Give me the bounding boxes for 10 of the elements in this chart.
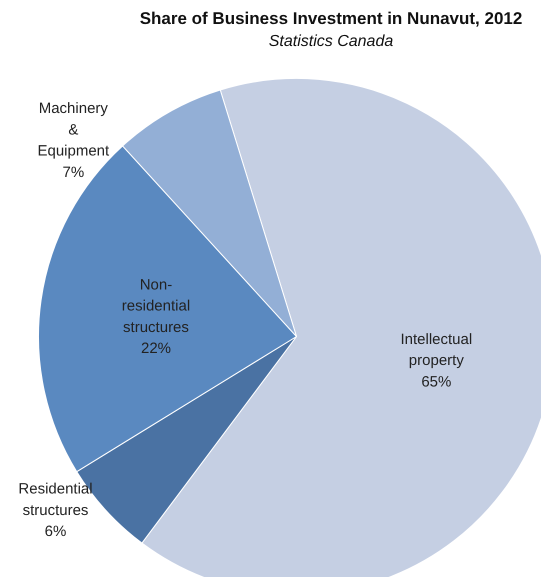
chart-subtitle: Statistics Canada: [268, 33, 394, 50]
data-label: 7%: [62, 164, 84, 181]
data-label: 22%: [140, 340, 172, 358]
slice-label: Machinery & Equipment: [37, 100, 110, 160]
slice-label: Non- residential structures: [122, 276, 190, 336]
slice-label: Intellectual property: [400, 330, 472, 370]
data-label: 65%: [421, 373, 452, 390]
slice-label: Residential structures: [18, 480, 93, 519]
chart-title: Share of Business Investment in Nunavut, 2012: [140, 9, 522, 28]
data-label: 6%: [44, 523, 66, 540]
